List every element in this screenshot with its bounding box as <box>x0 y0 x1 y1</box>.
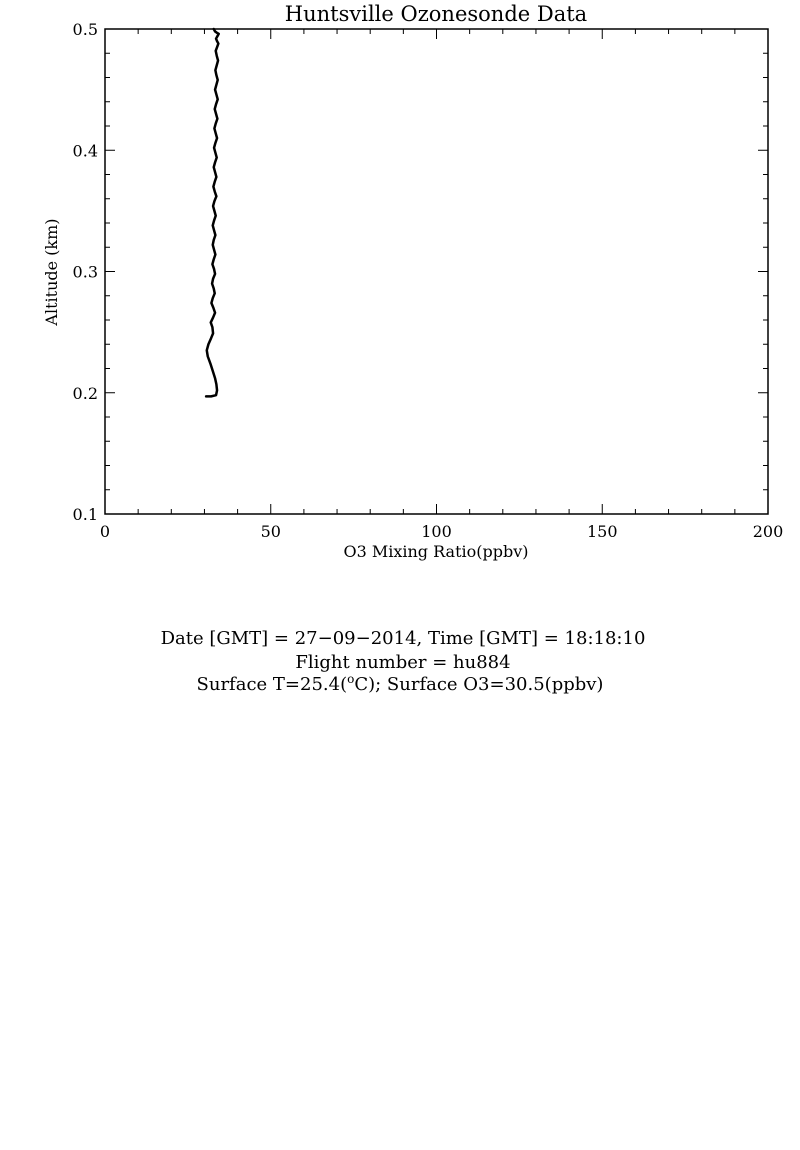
y-axis-label: Altitude (km) <box>42 218 61 326</box>
x-tick-label: 100 <box>421 522 452 541</box>
y-tick-label: 0.2 <box>73 384 98 403</box>
y-tick-label: 0.5 <box>73 20 98 39</box>
x-tick-label: 0 <box>100 522 110 541</box>
plot-area: 0 50 100 150 200 0.1 0.2 0.3 0.4 0.5 <box>73 20 784 541</box>
info-surface-values: Surface T=25.4(oC); Surface O3=30.5(ppbv… <box>197 672 604 695</box>
x-tick-label: 50 <box>261 522 281 541</box>
info-surface-superscript: o <box>347 672 354 686</box>
info-date-time: Date [GMT] = 27−09−2014, Time [GMT] = 18… <box>161 628 646 649</box>
y-tick-label: 0.3 <box>73 263 98 282</box>
x-tick-label: 150 <box>587 522 618 541</box>
info-surface-prefix: Surface T=25.4( <box>197 674 348 695</box>
x-axis-label: O3 Mixing Ratio(ppbv) <box>343 542 528 561</box>
plot-frame <box>104 28 769 515</box>
y-tick-label: 0.1 <box>73 505 98 524</box>
chart-title: Huntsville Ozonesonde Data <box>285 2 587 26</box>
info-flight-number: Flight number = hu884 <box>295 652 510 673</box>
x-tick-label: 200 <box>753 522 784 541</box>
info-surface-suffix: C); Surface O3=30.5(ppbv) <box>354 674 603 695</box>
y-tick-label: 0.4 <box>73 141 98 160</box>
ozone-profile-line <box>204 27 220 398</box>
